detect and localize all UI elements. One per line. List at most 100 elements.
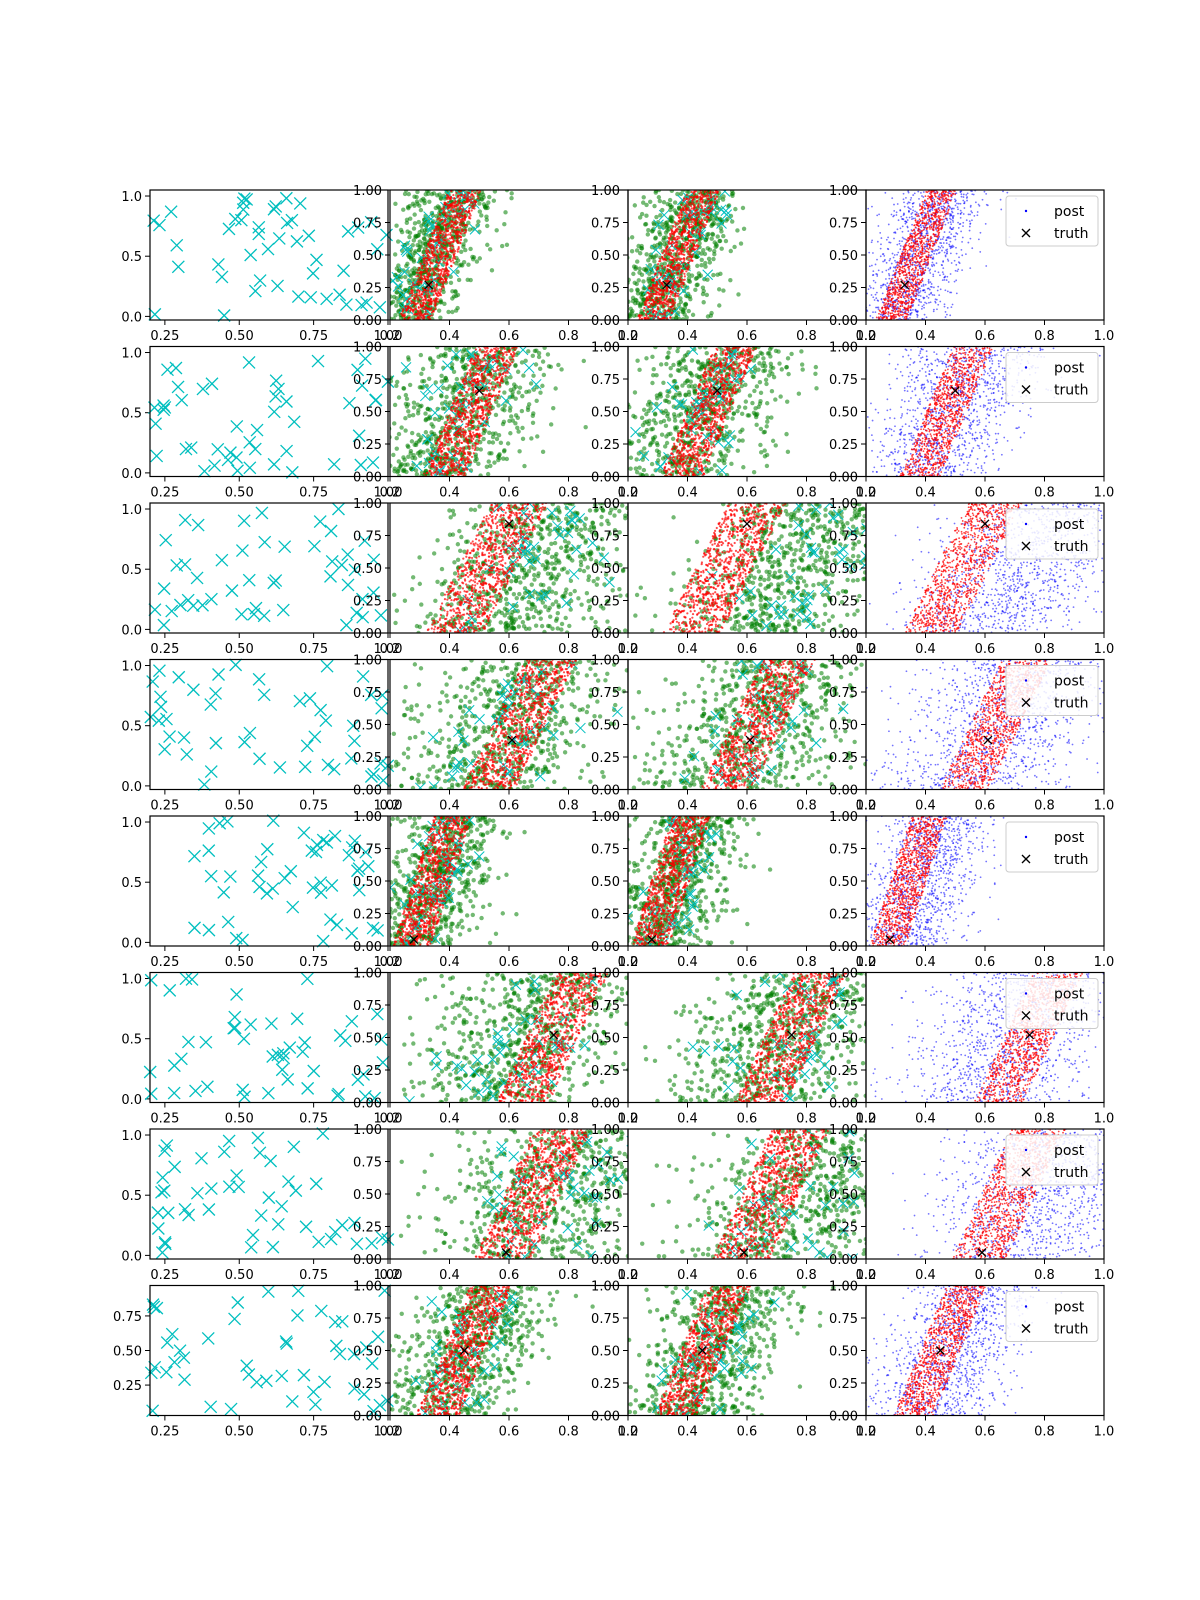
red-sample [676, 249, 679, 252]
red-sample [430, 249, 433, 252]
green-sample [682, 305, 688, 311]
green-sample [390, 294, 393, 299]
post-sample [949, 252, 952, 255]
red-sample [696, 247, 699, 250]
red-sample [468, 212, 471, 215]
red-sample [673, 232, 676, 235]
red-post-sample [900, 294, 903, 297]
green-sample [631, 313, 637, 318]
red-sample [651, 279, 654, 282]
post-sample [923, 204, 926, 207]
red-sample [421, 304, 425, 308]
red-sample [456, 239, 459, 242]
red-post-sample [938, 194, 941, 197]
red-sample [433, 249, 436, 252]
green-sample [383, 244, 387, 248]
red-sample [659, 257, 662, 260]
green-sample [367, 270, 371, 274]
red-sample [689, 226, 693, 229]
post-sample [879, 247, 882, 250]
red-sample [664, 297, 668, 300]
red-sample [677, 235, 680, 238]
red-sample [673, 236, 677, 240]
post-sample [1000, 208, 1003, 211]
red-sample [441, 267, 444, 271]
red-sample [424, 312, 428, 316]
post-sample [942, 273, 945, 276]
red-sample [708, 198, 711, 201]
scatter-marks-r1-c2 [628, 190, 747, 320]
green-sample [439, 223, 445, 228]
green-sample [712, 249, 717, 254]
post-sample [925, 316, 928, 319]
post-sample [900, 215, 903, 218]
red-sample [457, 247, 460, 250]
post-sample [893, 254, 896, 256]
red-sample [465, 197, 469, 200]
post-sample [922, 196, 925, 198]
red-post-sample [887, 313, 890, 315]
red-sample [681, 237, 684, 240]
post-sample [912, 201, 915, 204]
post-sample [924, 291, 927, 294]
green-sample [494, 228, 499, 233]
red-sample [682, 253, 685, 256]
green-sample [395, 239, 401, 244]
post-sample [915, 310, 918, 313]
post-sample [948, 245, 951, 248]
green-sample [701, 247, 706, 253]
red-sample [416, 298, 420, 301]
post-sample [911, 211, 914, 214]
y-tick-label: 0.75 [591, 217, 620, 232]
red-sample [678, 216, 681, 219]
red-sample [446, 274, 449, 277]
red-sample [680, 213, 683, 217]
post-sample [927, 278, 930, 281]
green-sample [410, 243, 415, 248]
red-sample [678, 225, 681, 228]
green-sample [414, 199, 420, 204]
green-sample [663, 230, 669, 235]
green-sample [476, 219, 481, 224]
red-sample [460, 207, 463, 210]
red-sample [432, 247, 435, 250]
design-point [272, 231, 286, 245]
green-sample [375, 264, 379, 268]
y-tick-label: 0.75 [353, 217, 382, 232]
design-points-r1 [147, 191, 393, 322]
green-sample [485, 223, 490, 229]
green-sample [415, 242, 420, 248]
green-sample [411, 259, 417, 264]
green-sample [664, 220, 670, 225]
red-sample [691, 201, 694, 204]
green-sample [629, 235, 635, 240]
green-sample [702, 251, 708, 257]
post-sample [857, 266, 859, 268]
post-sample [945, 208, 948, 211]
red-sample [676, 243, 679, 247]
red-sample [447, 233, 450, 236]
post-sample [925, 302, 928, 305]
post-sample [963, 207, 966, 209]
post-sample [917, 304, 920, 307]
red-post-sample [949, 199, 952, 202]
red-sample [684, 265, 687, 269]
red-sample [461, 218, 464, 221]
red-sample [701, 209, 705, 212]
red-sample [648, 301, 651, 305]
post-sample [945, 210, 948, 213]
red-post-sample [914, 226, 917, 229]
red-sample [449, 231, 452, 235]
red-sample [411, 310, 415, 313]
red-sample [452, 238, 455, 241]
red-sample [461, 209, 464, 212]
post-sample [952, 221, 955, 223]
red-sample [445, 223, 449, 226]
post-sample [874, 293, 877, 296]
red-sample [435, 239, 438, 242]
red-sample [474, 203, 477, 206]
red-sample [642, 309, 646, 312]
post-sample [869, 315, 872, 317]
red-sample [423, 268, 426, 271]
red-sample [465, 229, 468, 232]
